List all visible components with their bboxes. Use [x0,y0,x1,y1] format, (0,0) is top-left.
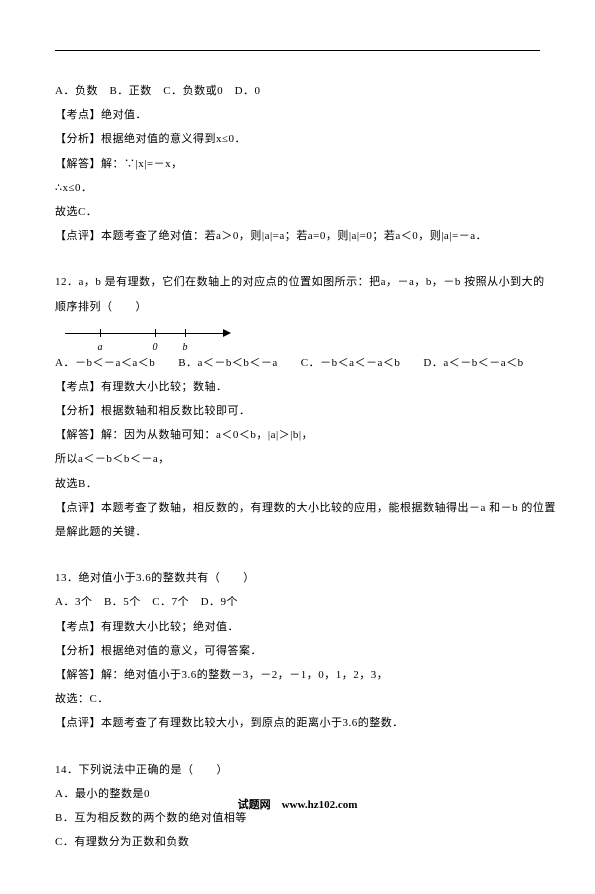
number-line-diagram: a 0 b [65,323,245,347]
q13-options: A．3个 B．5个 C．7个 D．9个 [55,590,540,614]
q13-analysis-text: 根据绝对值的意义，可得答案． [101,645,262,657]
q11-analysis-label: 【分析】 [55,133,101,145]
number-line-arrow-icon [223,329,231,337]
q12-topic: 【考点】有理数大小比较；数轴． [55,375,540,399]
number-line-axis [65,333,225,334]
q12-solve-label: 【解答】 [55,429,101,441]
q13-topic-label: 【考点】 [55,621,101,633]
q11-solve2: ∴x≤0． [55,176,540,200]
q11-comment-text: 本题考查了绝对值：若a＞0，则|a|=a；若a=0，则|a|=0；若a＜0，则|… [101,230,487,242]
number-line-tick-b [185,329,186,337]
q13-stem: 13．绝对值小于3.6的整数共有（ ） [55,566,540,590]
q12-solve1: 【解答】解：因为从数轴可知：a＜0＜b，|a|＞|b|， [55,423,540,447]
q12-analysis: 【分析】根据数轴和相反数比较即可． [55,399,540,423]
q12-solve2: 所以a＜－b＜b＜－a， [55,447,540,471]
q11-analysis-text: 根据绝对值的意义得到x≤0． [101,133,246,145]
page-footer: 试题网 www.hz102.com [0,796,595,812]
q13-comment: 【点评】本题考查了有理数比较大小，到原点的距离小于3.6的整数． [55,711,540,735]
q13-topic: 【考点】有理数大小比较；绝对值． [55,615,540,639]
q12-solve1-text: 解：因为从数轴可知：a＜0＜b，|a|＞|b|， [101,429,313,441]
q11-options: A．负数 B．正数 C．负数或0 D．0 [55,79,540,103]
q12-solve3: 故选B． [55,472,540,496]
q12-analysis-label: 【分析】 [55,405,101,417]
q12-stem1: 12．a，b 是有理数，它们在数轴上的对应点的位置如图所示：把a，－a，b，－b… [55,270,540,294]
top-rule [55,50,540,51]
q11-solve3: 故选C． [55,200,540,224]
q11-solve-label: 【解答】 [55,158,101,170]
q11-solve1: 【解答】解：∵|x|=－x， [55,152,540,176]
q11-analysis: 【分析】根据绝对值的意义得到x≤0． [55,127,540,151]
q12-topic-label: 【考点】 [55,381,101,393]
q14-stem: 14．下列说法中正确的是（ ） [55,758,540,782]
number-line-label-b: b [183,337,188,359]
q11-topic-text: 绝对值． [101,109,147,121]
q12-analysis-text: 根据数轴和相反数比较即可． [101,405,251,417]
q11-solve1-text: 解：∵|x|=－x， [101,158,183,170]
q13-solve-label: 【解答】 [55,669,101,681]
number-line-tick-a [100,329,101,337]
number-line-label-a: a [98,337,103,359]
q11-topic-label: 【考点】 [55,109,101,121]
q12-comment-label: 【点评】 [55,502,101,514]
q13-solve1: 【解答】解：绝对值小于3.6的整数－3，－2，－1，0，1，2，3， [55,663,540,687]
q12-stem2: 顺序排列（ ） [55,295,540,319]
q12-comment1: 【点评】本题考查了数轴，相反数的，有理数的大小比较的应用，能根据数轴得出－a 和… [55,496,540,520]
number-line-tick-zero [155,329,156,337]
q12-topic-text: 有理数大小比较；数轴． [101,381,228,393]
q11-topic: 【考点】绝对值． [55,103,540,127]
q13-analysis: 【分析】根据绝对值的意义，可得答案． [55,639,540,663]
q13-comment-text: 本题考查了有理数比较大小，到原点的距离小于3.6的整数． [101,717,404,729]
q12-comment2: 是解此题的关键． [55,520,540,544]
q13-topic-text: 有理数大小比较；绝对值． [101,621,239,633]
q14-optC: C．有理数分为正数和负数 [55,830,540,854]
number-line-label-zero: 0 [153,337,158,359]
q12-options: A．－b＜－a＜a＜b B．a＜－b＜b＜－a C．－b＜a＜－a＜b D．a＜… [55,351,540,375]
q13-solve1-text: 解：绝对值小于3.6的整数－3，－2，－1，0，1，2，3， [101,669,388,681]
q13-analysis-label: 【分析】 [55,645,101,657]
q13-solve2: 故选：C． [55,687,540,711]
q12-comment1-text: 本题考查了数轴，相反数的，有理数的大小比较的应用，能根据数轴得出－a 和－b 的… [101,502,556,514]
q11-comment: 【点评】本题考查了绝对值：若a＞0，则|a|=a；若a=0，则|a|=0；若a＜… [55,224,540,248]
q13-comment-label: 【点评】 [55,717,101,729]
q11-comment-label: 【点评】 [55,230,101,242]
